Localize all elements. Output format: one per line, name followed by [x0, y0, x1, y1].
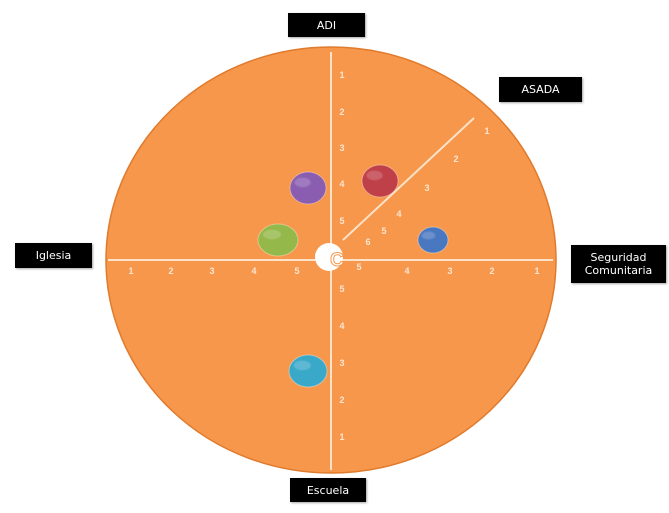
tick-left-4: 4 — [251, 266, 256, 276]
tick-diagonal-5: 5 — [381, 226, 386, 236]
tick-right-2: 2 — [489, 266, 494, 276]
actor-purple-highlight — [294, 177, 311, 188]
center-circle — [315, 243, 343, 271]
actor-purple-circle — [289, 171, 327, 205]
tick-right-3: 3 — [447, 266, 452, 276]
tick-up-1: 1 — [339, 70, 344, 80]
actor-green-highlight — [263, 229, 281, 240]
tick-down-3: 3 — [339, 358, 344, 368]
actor-red-highlight — [366, 170, 383, 181]
tick-left-1: 1 — [128, 266, 133, 276]
label-adi: ADI — [288, 13, 365, 37]
tick-down-1: 1 — [339, 432, 344, 442]
tick-diagonal-3: 3 — [424, 183, 429, 193]
tick-left-3: 3 — [209, 266, 214, 276]
actor-circles — [257, 164, 449, 388]
actor-blue-highlight — [421, 231, 436, 240]
center-label: C — [330, 250, 344, 271]
tick-left-2: 2 — [168, 266, 173, 276]
tick-up-2: 2 — [339, 107, 344, 117]
tick-diagonal-4: 4 — [396, 209, 401, 219]
tick-diagonal-2: 2 — [453, 154, 458, 164]
tick-up-5: 5 — [339, 216, 344, 226]
actor-blue-circle — [417, 226, 449, 254]
tick-diagonal-1: 1 — [484, 126, 489, 136]
tick-down-5: 5 — [339, 284, 344, 294]
actor-cyan-circle — [288, 354, 328, 388]
label-seguridad-line2: Comunitaria — [584, 264, 653, 277]
label-escuela: Escuela — [290, 478, 366, 502]
label-iglesia: Iglesia — [15, 243, 92, 268]
diagonal-axis — [342, 117, 475, 241]
tick-right-4: 4 — [404, 266, 409, 276]
actor-red-circle — [361, 164, 399, 198]
label-seguridad-line1: Seguridad — [590, 251, 647, 264]
center-node: C — [315, 243, 345, 272]
tick-down-2: 2 — [339, 395, 344, 405]
tick-up-3: 3 — [339, 143, 344, 153]
actor-cyan-highlight — [293, 360, 311, 371]
label-asada: ASADA — [499, 77, 582, 102]
tick-right-5: 5 — [356, 262, 361, 272]
tick-down-4: 4 — [339, 321, 344, 331]
actor-green-circle — [257, 223, 299, 257]
tick-up-4: 4 — [339, 179, 344, 189]
tick-right-1: 1 — [534, 266, 539, 276]
tick-diagonal-6: 6 — [365, 237, 370, 247]
tick-left-5: 5 — [294, 266, 299, 276]
label-seguridad-comunitaria: Seguridad Comunitaria — [571, 245, 666, 283]
